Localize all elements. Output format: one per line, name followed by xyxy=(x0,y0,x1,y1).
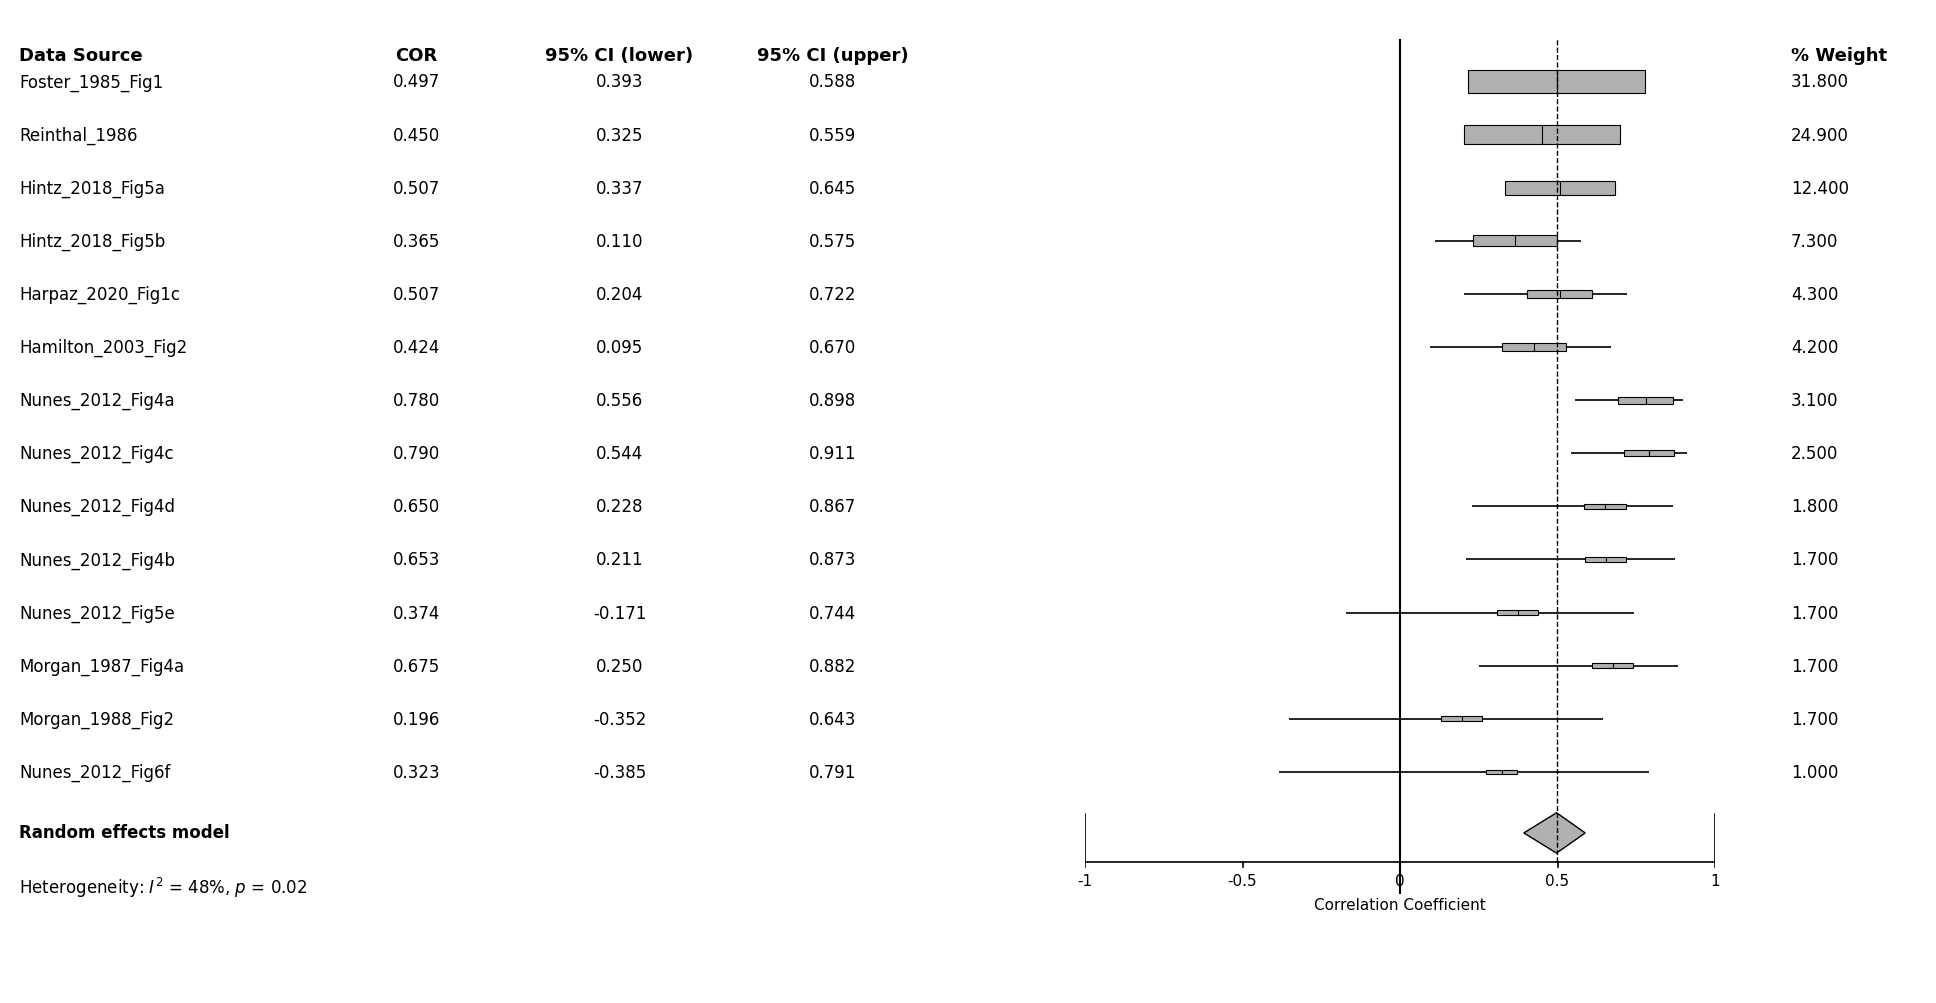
Text: Hintz_2018_Fig5b: Hintz_2018_Fig5b xyxy=(19,233,166,251)
Bar xyxy=(1487,770,1518,774)
Text: 0.507: 0.507 xyxy=(393,180,439,198)
Text: Reinthal_1986: Reinthal_1986 xyxy=(19,126,137,144)
Text: 1.700: 1.700 xyxy=(1791,604,1837,622)
Text: Harpaz_2020_Fig1c: Harpaz_2020_Fig1c xyxy=(19,286,180,304)
Bar xyxy=(1473,237,1557,247)
Bar xyxy=(1618,397,1673,404)
Text: -0.352: -0.352 xyxy=(592,710,647,728)
Text: 0.911: 0.911 xyxy=(809,444,856,462)
Text: 0.374: 0.374 xyxy=(393,604,439,622)
Text: 0.873: 0.873 xyxy=(809,551,856,569)
Bar xyxy=(1624,450,1673,457)
Bar xyxy=(1497,611,1539,616)
Bar xyxy=(1584,505,1626,510)
Text: Hintz_2018_Fig5a: Hintz_2018_Fig5a xyxy=(19,180,165,198)
Text: Nunes_2012_Fig6f: Nunes_2012_Fig6f xyxy=(19,763,170,781)
Text: -0.171: -0.171 xyxy=(592,604,647,622)
Text: 0.095: 0.095 xyxy=(596,339,643,357)
Text: 1.700: 1.700 xyxy=(1791,551,1837,569)
Text: -0.5: -0.5 xyxy=(1227,873,1256,888)
Text: 95% CI (lower): 95% CI (lower) xyxy=(546,47,693,65)
Text: 4.200: 4.200 xyxy=(1791,339,1837,357)
Text: 1.000: 1.000 xyxy=(1791,763,1837,781)
Text: 0.507: 0.507 xyxy=(393,286,439,304)
Text: 0.110: 0.110 xyxy=(596,233,643,251)
Text: % Weight: % Weight xyxy=(1791,47,1888,65)
Bar xyxy=(1464,125,1620,145)
Text: 0: 0 xyxy=(1396,873,1406,888)
Text: 0.744: 0.744 xyxy=(809,604,856,622)
Text: Heterogeneity: $I^2$ = 48%, $p$ = 0.02: Heterogeneity: $I^2$ = 48%, $p$ = 0.02 xyxy=(19,876,308,900)
Text: COR: COR xyxy=(395,47,438,65)
Bar xyxy=(1504,182,1615,196)
Text: Nunes_2012_Fig4b: Nunes_2012_Fig4b xyxy=(19,551,176,569)
Text: Nunes_2012_Fig4a: Nunes_2012_Fig4a xyxy=(19,391,174,410)
Text: Random effects model: Random effects model xyxy=(19,823,230,842)
Text: 4.300: 4.300 xyxy=(1791,286,1837,304)
Text: 0.780: 0.780 xyxy=(393,392,439,409)
Text: 24.900: 24.900 xyxy=(1791,126,1849,144)
Text: 0.5: 0.5 xyxy=(1545,873,1570,888)
Text: 0.337: 0.337 xyxy=(596,180,643,198)
Text: 0.575: 0.575 xyxy=(809,233,856,251)
Text: 0.559: 0.559 xyxy=(809,126,856,144)
Text: 7.300: 7.300 xyxy=(1791,233,1837,251)
Text: 0.497: 0.497 xyxy=(393,73,439,91)
Text: 0.325: 0.325 xyxy=(596,126,643,144)
Text: 0.196: 0.196 xyxy=(393,710,439,728)
Text: 3.100: 3.100 xyxy=(1791,392,1839,409)
Text: 0.450: 0.450 xyxy=(393,126,439,144)
Bar xyxy=(1591,663,1634,669)
Bar xyxy=(1586,558,1626,563)
Text: 95% CI (upper): 95% CI (upper) xyxy=(757,47,908,65)
Text: Correlation Coefficient: Correlation Coefficient xyxy=(1315,897,1485,912)
Text: 0.365: 0.365 xyxy=(393,233,439,251)
Text: Morgan_1988_Fig2: Morgan_1988_Fig2 xyxy=(19,710,174,728)
Text: 0.650: 0.650 xyxy=(393,497,439,516)
Text: 0.675: 0.675 xyxy=(393,657,439,675)
Text: 0.670: 0.670 xyxy=(809,339,856,357)
Text: 0.790: 0.790 xyxy=(393,444,439,462)
Text: 0.653: 0.653 xyxy=(393,551,439,569)
Text: Hamilton_2003_Fig2: Hamilton_2003_Fig2 xyxy=(19,339,188,357)
Text: 12.400: 12.400 xyxy=(1791,180,1849,198)
Text: 0.791: 0.791 xyxy=(809,763,856,781)
Text: Correlation: Correlation xyxy=(1344,47,1456,65)
Text: 2.500: 2.500 xyxy=(1791,444,1837,462)
Text: 31.800: 31.800 xyxy=(1791,73,1849,91)
Text: 0.882: 0.882 xyxy=(809,657,856,675)
Text: 0.393: 0.393 xyxy=(596,73,643,91)
Text: Nunes_2012_Fig4c: Nunes_2012_Fig4c xyxy=(19,444,174,463)
Text: 0.898: 0.898 xyxy=(809,392,856,409)
Text: 1: 1 xyxy=(1709,873,1719,888)
Bar xyxy=(1502,344,1566,352)
Polygon shape xyxy=(1524,813,1586,854)
Text: 0.424: 0.424 xyxy=(393,339,439,357)
Text: 0.204: 0.204 xyxy=(596,286,643,304)
Text: 0.544: 0.544 xyxy=(596,444,643,462)
Text: 0.588: 0.588 xyxy=(809,73,856,91)
Text: 0.643: 0.643 xyxy=(809,710,856,728)
Text: 0.228: 0.228 xyxy=(596,497,643,516)
Bar xyxy=(1528,291,1591,299)
Text: -1: -1 xyxy=(1078,873,1092,888)
Text: 1.700: 1.700 xyxy=(1791,710,1837,728)
Text: 0.645: 0.645 xyxy=(809,180,856,198)
Text: 0.556: 0.556 xyxy=(596,392,643,409)
Text: 0.323: 0.323 xyxy=(393,763,439,781)
Text: 0.250: 0.250 xyxy=(596,657,643,675)
Text: -0.385: -0.385 xyxy=(592,763,647,781)
Text: Nunes_2012_Fig5e: Nunes_2012_Fig5e xyxy=(19,604,174,622)
Text: Data Source: Data Source xyxy=(19,47,143,65)
Text: Nunes_2012_Fig4d: Nunes_2012_Fig4d xyxy=(19,497,176,516)
Text: 1.700: 1.700 xyxy=(1791,657,1837,675)
Text: Foster_1985_Fig1: Foster_1985_Fig1 xyxy=(19,73,165,91)
Bar xyxy=(1467,71,1646,93)
Bar xyxy=(1440,716,1483,721)
Text: 0.722: 0.722 xyxy=(809,286,856,304)
Text: 0.867: 0.867 xyxy=(809,497,856,516)
Text: 0.211: 0.211 xyxy=(596,551,643,569)
Text: 1.800: 1.800 xyxy=(1791,497,1837,516)
Text: Morgan_1987_Fig4a: Morgan_1987_Fig4a xyxy=(19,657,184,675)
